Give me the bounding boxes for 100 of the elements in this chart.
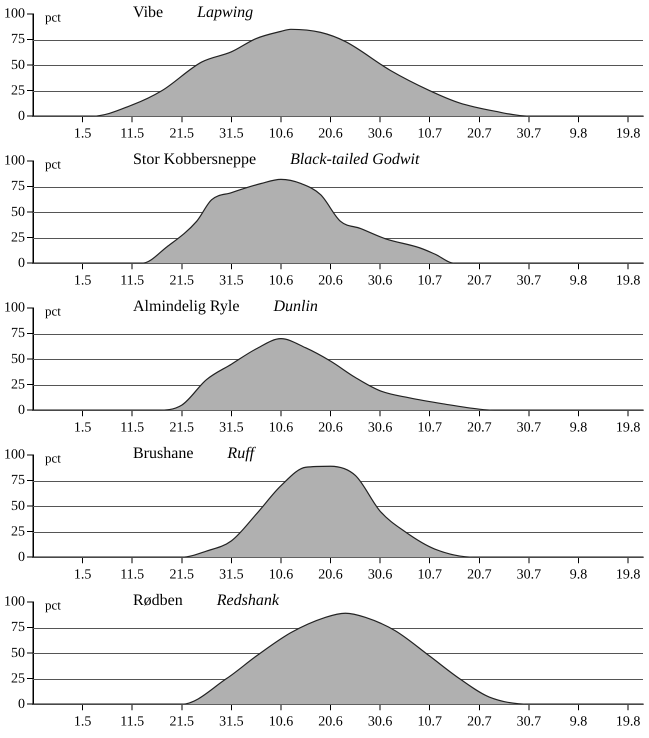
x-tick-label: 11.5: [120, 273, 144, 288]
x-tick-label: 20.7: [467, 273, 492, 288]
x-tick-label: 31.5: [219, 126, 244, 142]
x-tick-label: 19.8: [616, 567, 640, 582]
x-tick-label: 10.6: [268, 714, 294, 730]
chart-subtitle: Lapwing: [196, 4, 254, 22]
y-axis-title: pct: [45, 303, 62, 318]
x-tick-label: 11.5: [120, 714, 144, 730]
x-tick-label: 30.7: [516, 714, 542, 730]
x-tick-label: 30.7: [516, 420, 542, 436]
x-tick-label: 21.5: [170, 420, 194, 436]
x-tick-label: 31.5: [219, 567, 244, 582]
y-tick-label: 25: [11, 230, 25, 246]
y-tick-label: 75: [11, 473, 25, 488]
x-tick-label: 31.5: [219, 273, 244, 288]
x-tick-label: 30.6: [368, 714, 392, 730]
y-tick-label: 100: [4, 300, 25, 316]
y-tick-label: 25: [11, 671, 25, 686]
y-tick-label: 0: [18, 696, 25, 712]
x-tick-label: 11.5: [120, 126, 144, 142]
x-tick-label: 20.6: [318, 273, 343, 288]
x-tick-label: 10.7: [418, 714, 442, 730]
x-tick-label: 30.6: [368, 126, 392, 142]
x-tick-label: 11.5: [120, 567, 144, 582]
x-tick-label: 21.5: [170, 273, 194, 288]
y-axis-title: pct: [45, 156, 62, 172]
x-tick-label: 9.8: [570, 714, 588, 730]
x-tick-label: 20.6: [318, 420, 343, 436]
chart-title: Vibe: [133, 4, 164, 22]
x-tick-label: 19.8: [616, 273, 640, 288]
x-tick-label: 10.7: [418, 273, 442, 288]
x-tick-label: 1.5: [74, 126, 92, 142]
y-tick-label: 100: [4, 448, 25, 463]
chart-title: Stor Kobbersneppe: [133, 151, 256, 168]
x-tick-label: 20.6: [318, 714, 343, 730]
y-tick-label: 50: [11, 646, 25, 661]
x-tick-label: 9.8: [570, 420, 588, 436]
x-tick-label: 10.6: [268, 567, 294, 582]
x-tick-label: 10.7: [418, 126, 442, 142]
y-tick-label: 0: [18, 256, 25, 271]
chart-subtitle: Ruff: [226, 445, 257, 462]
x-tick-label: 1.5: [74, 273, 92, 288]
x-tick-label: 10.7: [418, 567, 442, 582]
y-axis-title: pct: [45, 450, 62, 466]
y-tick-label: 75: [11, 32, 25, 48]
x-tick-label: 20.7: [467, 420, 492, 436]
x-tick-label: 30.6: [368, 567, 392, 582]
y-tick-label: 25: [11, 83, 25, 98]
x-tick-label: 31.5: [219, 420, 244, 436]
x-tick-label: 10.6: [268, 126, 294, 142]
y-tick-label: 100: [4, 154, 25, 169]
y-axis-title: pct: [45, 597, 62, 612]
x-tick-label: 30.6: [368, 420, 392, 436]
y-tick-label: 25: [11, 377, 25, 392]
chart-subtitle: Redshank: [216, 592, 280, 610]
x-tick-label: 1.5: [74, 420, 92, 436]
chart-title: Brushane: [133, 445, 194, 462]
x-tick-label: 20.7: [467, 126, 492, 142]
x-tick-label: 30.7: [516, 273, 542, 288]
x-tick-label: 19.8: [616, 420, 640, 436]
y-tick-label: 50: [11, 352, 25, 367]
x-tick-label: 9.8: [570, 273, 588, 288]
x-tick-label: 30.7: [516, 567, 542, 582]
y-axis-title: pct: [45, 9, 62, 24]
y-tick-label: 50: [11, 498, 25, 514]
chart-title: Rødben: [133, 592, 183, 610]
y-tick-label: 50: [11, 58, 25, 73]
y-tick-label: 100: [4, 594, 25, 610]
x-tick-label: 19.8: [616, 126, 640, 142]
y-tick-label: 0: [18, 550, 25, 565]
y-tick-label: 0: [18, 108, 25, 124]
y-tick-label: 75: [11, 179, 25, 194]
y-tick-label: 75: [11, 620, 25, 636]
chart-subtitle: Dunlin: [272, 298, 318, 316]
x-tick-label: 1.5: [74, 714, 92, 730]
x-tick-label: 11.5: [120, 420, 144, 436]
x-tick-label: 21.5: [170, 714, 194, 730]
chart-subtitle: Black-tailed Godwit: [290, 151, 420, 168]
chart-title: Almindelig Ryle: [133, 298, 240, 316]
x-tick-label: 20.7: [467, 567, 492, 582]
y-tick-label: 25: [11, 524, 25, 540]
x-tick-label: 1.5: [74, 567, 92, 582]
x-tick-label: 10.7: [418, 420, 442, 436]
x-tick-label: 31.5: [219, 714, 244, 730]
x-tick-label: 9.8: [570, 567, 588, 582]
x-tick-label: 30.6: [368, 273, 392, 288]
x-tick-label: 19.8: [616, 714, 640, 730]
x-tick-label: 10.6: [268, 420, 294, 436]
x-tick-label: 20.6: [318, 126, 343, 142]
x-tick-label: 21.5: [170, 126, 194, 142]
x-tick-label: 20.7: [467, 714, 492, 730]
x-tick-label: 9.8: [570, 126, 588, 142]
y-tick-label: 75: [11, 326, 25, 342]
y-tick-label: 0: [18, 402, 25, 418]
x-tick-label: 20.6: [318, 567, 343, 582]
y-tick-label: 50: [11, 204, 25, 220]
x-tick-label: 10.6: [268, 273, 294, 288]
x-tick-label: 21.5: [170, 567, 194, 582]
y-tick-label: 100: [4, 6, 25, 22]
x-tick-label: 30.7: [516, 126, 542, 142]
